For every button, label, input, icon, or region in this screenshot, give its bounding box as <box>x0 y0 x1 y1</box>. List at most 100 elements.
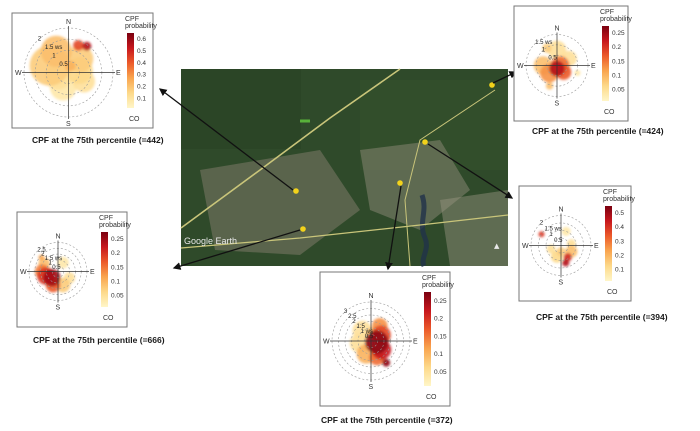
legend-tick: 0.15 <box>612 58 625 65</box>
cpf-blob <box>382 358 391 367</box>
legend-tick: 0.05 <box>111 293 124 300</box>
map-watermark: Google Earth <box>184 236 237 246</box>
label-north: N <box>369 293 374 300</box>
legend-title: CPF <box>422 275 436 282</box>
label-east: E <box>591 63 596 70</box>
cpf-blob <box>82 41 92 51</box>
label-south: S <box>56 305 61 312</box>
connector-arrows <box>158 71 518 271</box>
label-east: E <box>90 269 95 276</box>
legend-subtitle: probability <box>99 222 131 229</box>
ring-label: 0.5 <box>59 62 68 68</box>
legend-tick: 0.2 <box>137 84 146 91</box>
ring-label: 1.5 ws <box>545 226 562 232</box>
legend-colorbar <box>424 292 431 386</box>
road-diagonal <box>180 68 401 229</box>
legend-tick: 0.5 <box>615 210 624 217</box>
legend-title: CPF <box>125 16 139 23</box>
label-south: S <box>555 101 560 108</box>
panel-caption: CPF at the 75th percentile (=394) <box>536 312 668 322</box>
label-west: W <box>15 70 22 77</box>
ring-label: 2 <box>41 252 45 258</box>
panel-caption: CPF at the 75th percentile (=442) <box>32 135 164 145</box>
legend-title: CPF <box>600 9 614 16</box>
legend-subtitle: probability <box>603 196 635 203</box>
legend-tick: 0.05 <box>612 87 625 94</box>
legend-pollutant: CO <box>607 289 618 296</box>
legend-title: CPF <box>603 189 617 196</box>
site-marker-1 <box>293 188 299 194</box>
legend-tick: 0.1 <box>111 279 120 286</box>
legend-pollutant: CO <box>129 116 140 123</box>
ring-label: 1 <box>542 48 546 54</box>
arrow-to-bottom-center <box>385 185 402 271</box>
label-west: W <box>20 269 27 276</box>
ring-label: 2.5 <box>348 314 357 320</box>
road-north <box>404 89 496 267</box>
ring-label: 1 <box>549 232 553 238</box>
panel-caption: CPF at the 75th percentile (=424) <box>532 126 664 136</box>
label-west: W <box>522 243 529 250</box>
ring-label: 1 <box>49 261 53 267</box>
legend-tick: 0.3 <box>615 238 624 245</box>
legend-tick: 0.15 <box>111 264 124 271</box>
label-east: E <box>116 70 121 77</box>
cpf-blob <box>542 43 552 53</box>
cpf-blob <box>562 259 570 267</box>
label-west: W <box>323 339 330 346</box>
label-south: S <box>559 280 564 287</box>
label-south: S <box>66 121 71 128</box>
label-north: N <box>56 234 61 241</box>
ring-label: 2 <box>540 221 544 227</box>
cpf-blob <box>38 254 45 261</box>
legend-tick: 0.25 <box>612 30 625 37</box>
urban-area-right <box>360 140 470 230</box>
ring-label: 0.5 <box>365 334 374 340</box>
ring-label: 2 <box>38 36 42 42</box>
label-east: E <box>413 339 418 346</box>
site-marker-5 <box>397 180 403 186</box>
river <box>419 194 429 268</box>
label-north: N <box>66 19 71 26</box>
legend-tick: 0.2 <box>111 250 120 257</box>
arrow-to-middle-right <box>427 143 514 199</box>
cpf-blob <box>73 39 84 51</box>
label-north: N <box>555 26 560 33</box>
legend-pollutant: CO <box>604 109 615 116</box>
site-marker-2 <box>300 226 306 232</box>
arrow-to-middle-left <box>172 229 301 270</box>
legend-pollutant: CO <box>426 394 437 401</box>
legend-colorbar <box>101 232 108 307</box>
cpf-blob <box>40 35 72 67</box>
arrow-to-top-left <box>158 88 294 191</box>
panel-caption: CPF at the 75th percentile (=666) <box>33 335 165 345</box>
ring-label: 2 <box>352 319 356 325</box>
legend-tick: 0.25 <box>434 298 447 305</box>
label-west: W <box>517 63 524 70</box>
cpf-blob <box>64 60 76 72</box>
site-marker-3 <box>489 82 495 88</box>
arrow-to-top-right <box>492 71 518 84</box>
cpf-surface <box>538 226 578 267</box>
satellite-map: Google Earth ▲ <box>180 68 509 268</box>
ring-label: 3 <box>344 309 348 315</box>
ring-label: 0.5 <box>52 265 61 271</box>
legend-colorbar <box>602 26 609 101</box>
legend-colorbar <box>605 206 612 281</box>
legend-tick: 0.4 <box>615 224 624 231</box>
road-horizontal <box>180 214 509 249</box>
label-east: E <box>594 243 599 250</box>
legend-tick: 0.4 <box>137 60 146 67</box>
legend-title: CPF <box>99 215 113 222</box>
label-north: N <box>559 207 564 214</box>
site-marker-4 <box>422 139 428 145</box>
ring-label: 0.5 <box>554 238 563 244</box>
ring-label: 1.5 <box>356 324 365 330</box>
cpf-blob <box>546 244 556 254</box>
panel-caption: CPF at the 75th percentile (=372) <box>321 415 453 425</box>
